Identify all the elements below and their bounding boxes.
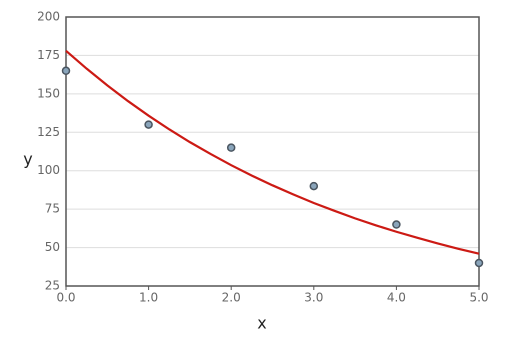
y-tick-label: 125 [37,125,60,139]
data-point [309,181,319,191]
y-tick-label: 150 [37,86,60,100]
y-tick-label: 100 [37,163,60,177]
y-tick-label: 75 [45,202,60,216]
x-tick-label: 0.0 [56,291,75,305]
data-point [61,66,71,76]
data-point [392,220,401,229]
data-point [144,120,153,129]
x-tick-label: 1.0 [139,291,158,305]
y-axis-title: y [23,150,32,169]
x-axis-title: x [257,314,266,333]
data-point [226,143,236,152]
plot-frame [65,16,480,287]
data-point [474,258,484,268]
x-tick-label: 5.0 [469,291,488,305]
x-tick-label: 4.0 [387,291,406,305]
x-tick-label: 3.0 [304,291,323,305]
fit-curve [65,49,480,255]
y-tick-label: 200 [37,10,60,24]
y-tick-label: 25 [45,279,60,293]
x-tick-label: 2.0 [222,291,241,305]
y-tick-label: 175 [37,48,60,62]
y-tick-label: 50 [45,240,60,254]
